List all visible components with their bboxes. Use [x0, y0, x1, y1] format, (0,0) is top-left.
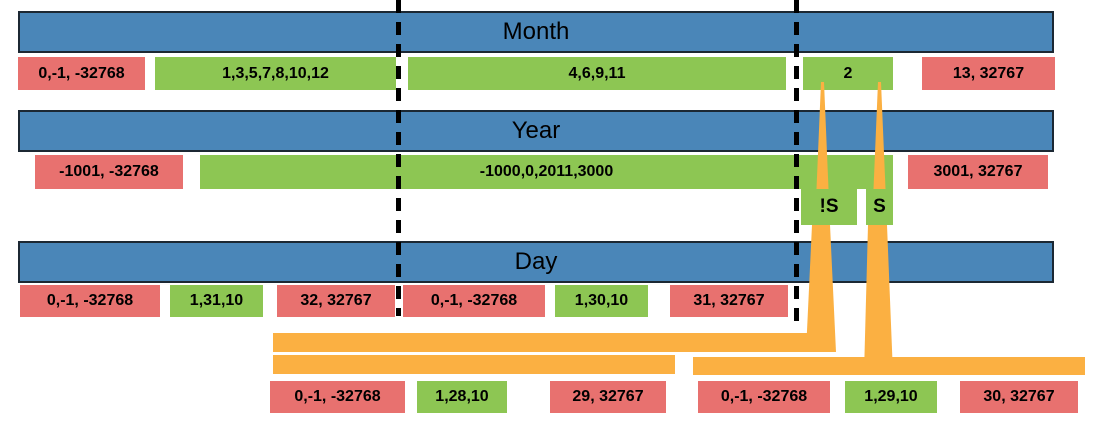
year-range-bar: Year	[18, 110, 1054, 152]
feb-leap-partition-invalid-low: 0,-1, -32768	[698, 381, 830, 413]
year-partition-invalid-high: 3001, 32767	[908, 155, 1048, 189]
feb-nonleap-partition-valid: 1,28,10	[417, 381, 507, 413]
day30-partition-valid: 1,30,10	[555, 285, 648, 317]
month-partition-30day-months: 4,6,9,11	[408, 57, 786, 90]
feb-nonleap-partition-invalid-high: 29, 32767	[550, 381, 666, 413]
leap-flag-not-leap: !S	[801, 189, 857, 225]
month-partition-february: 2	[803, 57, 893, 90]
nonleap-funnel-lower-bar	[273, 355, 675, 374]
day30-partition-invalid-low: 0,-1, -32768	[403, 285, 545, 317]
feb-leap-partition-valid: 1,29,10	[845, 381, 937, 413]
month-partition-31day-months: 1,3,5,7,8,10,12	[155, 57, 396, 90]
month-partition-invalid-high: 13, 32767	[922, 57, 1055, 90]
dashed-guide-line-left	[396, 0, 401, 316]
month-range-bar: Month	[18, 11, 1054, 53]
month-partition-invalid-low: 0,-1, -32768	[18, 57, 145, 90]
day31-partition-invalid-low: 0,-1, -32768	[20, 285, 160, 317]
year-bar-label: Year	[511, 117, 561, 144]
day-range-bar: Day	[18, 241, 1054, 283]
month-bar-label: Month	[502, 18, 570, 45]
nonleap-funnel-upper-bar	[273, 333, 835, 352]
year-partition-invalid-low: -1001, -32768	[35, 155, 183, 189]
leap-flag-leap: S	[866, 189, 893, 225]
day31-partition-invalid-high: 32, 32767	[277, 285, 395, 317]
day31-partition-valid: 1,31,10	[170, 285, 263, 317]
feb-leap-partition-invalid-high: 30, 32767	[960, 381, 1078, 413]
dashed-guide-line-right	[794, 0, 799, 324]
leap-funnel-bar	[693, 357, 1085, 375]
day30-partition-invalid-high: 31, 32767	[670, 285, 788, 317]
day-bar-label: Day	[514, 248, 558, 275]
feb-nonleap-partition-invalid-low: 0,-1, -32768	[270, 381, 405, 413]
year-partition-valid: -1000,0,2011,3000	[200, 155, 893, 189]
